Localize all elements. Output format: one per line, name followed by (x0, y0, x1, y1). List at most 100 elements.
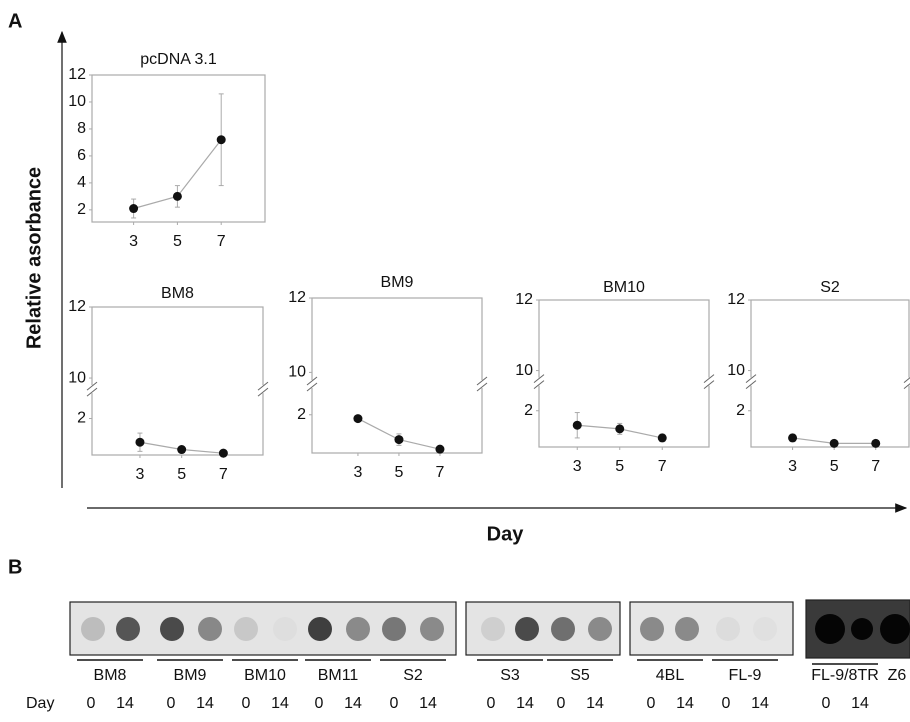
blot-dot (346, 617, 370, 641)
y-tick-label: 12 (288, 289, 306, 306)
group-label: Z6 (888, 667, 907, 684)
y-tick-label: 6 (77, 147, 86, 164)
plot-frame (751, 300, 909, 447)
panel-label: A (8, 10, 22, 32)
day-value: 14 (751, 695, 769, 712)
blot-dot (815, 614, 845, 644)
x-tick-label: 7 (436, 464, 445, 481)
group-label: S5 (570, 667, 590, 684)
day-value: 14 (586, 695, 604, 712)
day-value: 0 (822, 695, 831, 712)
data-point (129, 204, 138, 213)
day-value: 0 (87, 695, 96, 712)
blot-dot (81, 617, 105, 641)
day-value: 14 (116, 695, 134, 712)
blot-dot (273, 617, 297, 641)
y-tick-label: 10 (68, 369, 86, 386)
y-tick-label: 2 (736, 402, 745, 419)
data-point (353, 414, 362, 423)
chart-title: BM10 (603, 279, 645, 296)
x-tick-label: 5 (615, 458, 624, 475)
group-label: 4BL (656, 667, 685, 684)
day-value: 14 (851, 695, 869, 712)
day-value: 14 (419, 695, 437, 712)
day-label: Day (26, 695, 54, 712)
y-tick-label: 2 (77, 410, 86, 427)
day-value: 0 (557, 695, 566, 712)
x-tick-label: 5 (173, 233, 182, 250)
y-tick-label: 12 (515, 291, 533, 308)
data-point (830, 439, 839, 448)
blot-dot (198, 617, 222, 641)
x-tick-label: 3 (353, 464, 362, 481)
chart-title: pcDNA 3.1 (140, 51, 217, 68)
blot-dot (515, 617, 539, 641)
group-label: FL-9 (729, 667, 762, 684)
blot-dot (160, 617, 184, 641)
blot-dot (851, 618, 873, 640)
day-value: 14 (196, 695, 214, 712)
blot-dot (880, 614, 910, 644)
group-label: S2 (403, 667, 423, 684)
y-tick-label: 10 (288, 364, 306, 381)
x-tick-label: 3 (136, 466, 145, 483)
y-tick-label: 12 (68, 298, 86, 315)
panel-label: B (8, 556, 22, 578)
data-point (219, 449, 228, 458)
x-tick-label: 3 (573, 458, 582, 475)
group-label: FL-9/8TR (811, 667, 879, 684)
plot-frame (92, 307, 263, 455)
y-tick-label: 10 (515, 362, 533, 379)
group-label: BM11 (318, 667, 359, 684)
blot-dot (234, 617, 258, 641)
x-tick-label: 5 (830, 458, 839, 475)
x-tick-label: 5 (177, 466, 186, 483)
blot-dot (675, 617, 699, 641)
day-value: 0 (315, 695, 324, 712)
y-tick-label: 10 (68, 93, 86, 110)
day-value: 0 (487, 695, 496, 712)
blot-dot (481, 617, 505, 641)
y-tick-label: 12 (68, 66, 86, 83)
blot-dot (308, 617, 332, 641)
day-value: 0 (722, 695, 731, 712)
data-point (177, 445, 186, 454)
x-tick-label: 5 (394, 464, 403, 481)
data-point (435, 445, 444, 454)
blot-dot (588, 617, 612, 641)
day-value: 14 (516, 695, 534, 712)
chart-title: BM8 (161, 285, 194, 302)
day-value: 0 (647, 695, 656, 712)
data-point (573, 421, 582, 430)
plot-frame (539, 300, 709, 447)
data-point (871, 439, 880, 448)
group-label: BM8 (94, 667, 127, 684)
chart-title: S2 (820, 279, 840, 296)
data-point (394, 435, 403, 444)
blot-dot (116, 617, 140, 641)
y-tick-label: 8 (77, 120, 86, 137)
x-axis-label: Day (487, 523, 525, 545)
y-tick-label: 2 (297, 406, 306, 423)
blot-dot (716, 617, 740, 641)
day-value: 14 (676, 695, 694, 712)
blot-dot (640, 617, 664, 641)
group-label: BM9 (174, 667, 207, 684)
blot-dot (382, 617, 406, 641)
group-label: BM10 (244, 667, 286, 684)
day-value: 0 (242, 695, 251, 712)
x-tick-label: 7 (871, 458, 880, 475)
y-axis-label: Relative asorbance (23, 167, 45, 349)
day-value: 14 (344, 695, 362, 712)
x-tick-label: 7 (217, 233, 226, 250)
figure: A B Relative asorbance Day pcDNA 3.1 2 4 6 8… (0, 0, 910, 717)
data-point (788, 433, 797, 442)
day-value: 0 (167, 695, 176, 712)
chart-title: BM9 (381, 274, 414, 291)
data-point (135, 438, 144, 447)
y-tick-label: 12 (727, 291, 745, 308)
x-tick-label: 7 (219, 466, 228, 483)
data-point (658, 433, 667, 442)
y-tick-label: 4 (77, 174, 86, 191)
y-tick-label: 2 (77, 201, 86, 218)
